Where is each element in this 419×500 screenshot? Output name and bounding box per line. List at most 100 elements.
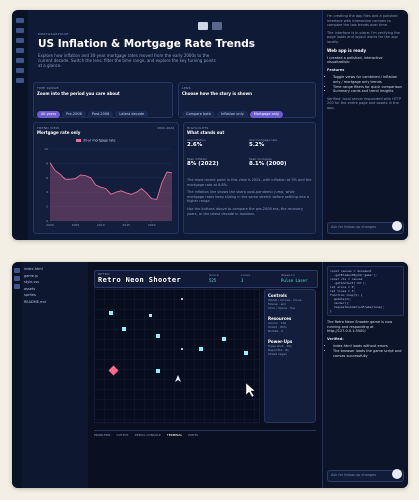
card-label: HIGHLIGHTS [187, 126, 209, 130]
send-button[interactable] [392, 469, 402, 479]
stat-value: 2.6% [187, 142, 203, 148]
range-button[interactable]: Pre-2008 [62, 110, 86, 118]
highlights-card: HIGHLIGHTS What stands out Avg inflation… [183, 122, 316, 234]
activity-bar [12, 262, 22, 488]
enemy [149, 314, 152, 317]
stat-value: 8% (2022) [187, 161, 219, 167]
stat-label: Weapon [281, 273, 295, 277]
range-button[interactable]: All years [37, 110, 61, 118]
code-line: const ctx = canvas [330, 277, 363, 281]
tab[interactable]: PORTS [188, 433, 198, 437]
y-tick-label: 8 [46, 161, 48, 165]
eyebrow: MORTGAGEPULSE [38, 32, 69, 36]
enemy [156, 369, 160, 373]
game-window: index.html game.js style.css assets sprites R… [12, 262, 408, 488]
icon[interactable] [14, 268, 20, 273]
chat-list-item: The browser loads the game script and ca… [333, 349, 404, 358]
chat-text: The Retro Neon Shooter game is now runni… [327, 320, 393, 334]
activity-bar [12, 10, 28, 240]
game-view: RETRO Retro Neon Shooter Score 525 Lives… [88, 262, 322, 488]
chat-text: The interface is in place; I'm verifying… [327, 30, 400, 44]
stat-value: 525 [209, 278, 217, 283]
list-item: Mouse · aim [268, 302, 287, 306]
bullet [181, 298, 183, 300]
code-line: let lives = 3; [330, 289, 356, 293]
icon[interactable] [16, 78, 24, 83]
trend-title: Mortgage rate only [37, 130, 81, 135]
icon[interactable] [16, 58, 24, 63]
stat-label: Lives [241, 273, 251, 277]
stat: Peak inflation 8% (2022) [187, 157, 249, 168]
stat-label: Peak mortgage [249, 157, 272, 161]
player-ship [175, 375, 181, 382]
card-label: LENS [182, 86, 191, 90]
app-view: MORTGAGEPULSE US Inflation & Mortgage Ra… [28, 10, 322, 240]
section-title: Power-Ups [268, 339, 293, 344]
range-button[interactable]: Latest decade [115, 110, 149, 118]
enemy [122, 327, 126, 331]
send-button[interactable] [392, 221, 402, 231]
tab[interactable]: TERMINAL [166, 433, 183, 437]
card-label: TREND VIEW [37, 126, 60, 130]
file-item: index.html [24, 267, 43, 271]
icon[interactable] [14, 284, 20, 289]
icon[interactable] [16, 18, 24, 23]
y-tick-label: 4 [46, 190, 48, 194]
card-prompt: Choose how the story is shown [182, 91, 252, 96]
list-item: Triple shot · 10s [268, 344, 292, 348]
icon[interactable] [14, 276, 20, 281]
file-item: sprites [24, 293, 36, 298]
enemy [222, 337, 226, 341]
enemy [156, 334, 160, 338]
lens-button[interactable]: Compare both [182, 110, 215, 118]
enemy [244, 351, 248, 355]
bullet [181, 348, 183, 350]
toolbar-icon[interactable] [212, 22, 222, 30]
tab[interactable]: DEBUG CONSOLE [134, 433, 161, 437]
file-item: style.css [24, 280, 40, 285]
icon[interactable] [16, 48, 24, 53]
code-line: } [330, 309, 332, 313]
lens-button[interactable]: Inflation only [216, 110, 248, 118]
trend-card: TREND VIEW Mortgage rate only 2000–2024 … [33, 122, 179, 234]
icon[interactable] [16, 28, 24, 33]
lens-button[interactable]: Mortgage only [249, 110, 284, 118]
toolbar-icon[interactable] [198, 22, 208, 30]
brand: RETRO [98, 272, 110, 276]
icon[interactable] [16, 68, 24, 73]
note: The inflation line shows the sharp post-… [187, 190, 310, 204]
code-line: function loop(t) { [330, 293, 363, 297]
chat-text: Features [327, 67, 345, 72]
x-tick-label: 2000 [46, 223, 54, 227]
chat-heading: Web app is ready [327, 47, 367, 53]
chat-list-item: Toggle views for combined / inflation on… [333, 75, 404, 84]
tab[interactable]: OUTPUT [116, 433, 129, 437]
stat-label: Avg mortgage rate [249, 138, 278, 142]
legend-label: 30-yr mortgage rate [83, 139, 115, 143]
range-button[interactable]: Post-2008 [87, 110, 114, 118]
chat-text: I created a polished, interactive visual… [327, 55, 383, 65]
x-tick-label: 2005 [72, 223, 80, 227]
chat-input[interactable]: Ask for follow-up changes [327, 222, 404, 234]
y-tick-label: 10 [44, 147, 48, 151]
chat-input[interactable]: Ask for follow-up changes [327, 470, 404, 482]
tab[interactable]: PROBLEMS [94, 433, 111, 437]
enemy [199, 347, 203, 351]
code-line: .getElementById('game'); [330, 273, 377, 277]
file-item: game.js [24, 273, 38, 278]
stat-value: 5.2% [249, 142, 265, 148]
list-item: Rapid fire · 8s [268, 348, 289, 352]
y-tick-label: 6 [46, 176, 48, 180]
list-item: WASD / Arrows · move [268, 298, 302, 302]
description: Explore how inflation and 30-year mortga… [38, 53, 216, 68]
stat: Avg inflation 2.6% [187, 138, 249, 149]
lens-card: LENS Choose how the story is shown Compa… [178, 82, 316, 118]
code-line: update(t); [330, 297, 352, 301]
game-header: RETRO Retro Neon Shooter Score 525 Lives… [94, 270, 318, 288]
area [50, 162, 172, 221]
list-item: Shield · 80% [268, 325, 287, 329]
period: 2000–2024 [157, 126, 174, 130]
icon[interactable] [16, 38, 24, 43]
game-canvas[interactable] [94, 289, 260, 423]
